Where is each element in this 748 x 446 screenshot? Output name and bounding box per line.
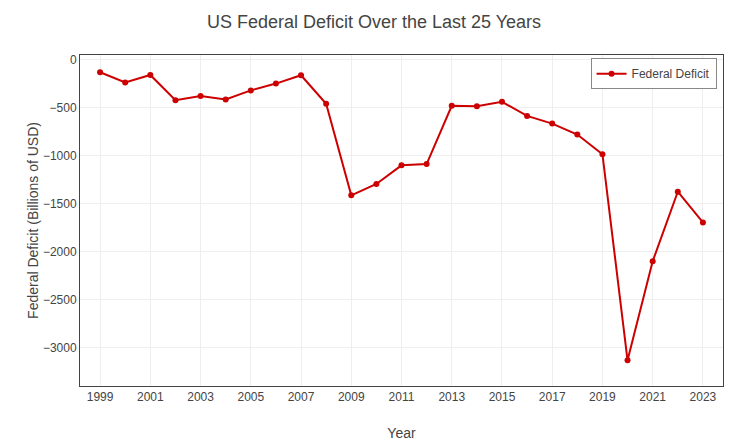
- svg-text:US Federal Deficit Over the La: US Federal Deficit Over the Last 25 Year…: [207, 12, 541, 32]
- svg-text:2017: 2017: [539, 390, 566, 404]
- svg-text:−1000: −1000: [43, 149, 77, 163]
- svg-text:2013: 2013: [438, 390, 465, 404]
- svg-text:−500: −500: [50, 101, 77, 115]
- svg-text:2005: 2005: [237, 390, 264, 404]
- svg-text:Federal Deficit: Federal Deficit: [632, 67, 710, 81]
- svg-text:−3000: −3000: [43, 341, 77, 355]
- svg-text:2015: 2015: [489, 390, 516, 404]
- svg-text:2011: 2011: [389, 390, 415, 404]
- svg-text:2021: 2021: [639, 390, 666, 404]
- svg-text:2019: 2019: [589, 390, 616, 404]
- svg-text:−1500: −1500: [43, 197, 77, 211]
- svg-text:2001: 2001: [137, 390, 164, 404]
- svg-text:Year: Year: [387, 425, 416, 441]
- svg-text:1999: 1999: [87, 390, 114, 404]
- svg-text:−2500: −2500: [43, 293, 77, 307]
- svg-text:2023: 2023: [690, 390, 717, 404]
- svg-text:2003: 2003: [187, 390, 214, 404]
- svg-text:2009: 2009: [338, 390, 365, 404]
- svg-text:−2000: −2000: [43, 245, 77, 259]
- svg-text:2007: 2007: [288, 390, 315, 404]
- svg-text:Federal Deficit (Billions of U: Federal Deficit (Billions of USD): [25, 122, 41, 319]
- svg-text:0: 0: [70, 53, 77, 67]
